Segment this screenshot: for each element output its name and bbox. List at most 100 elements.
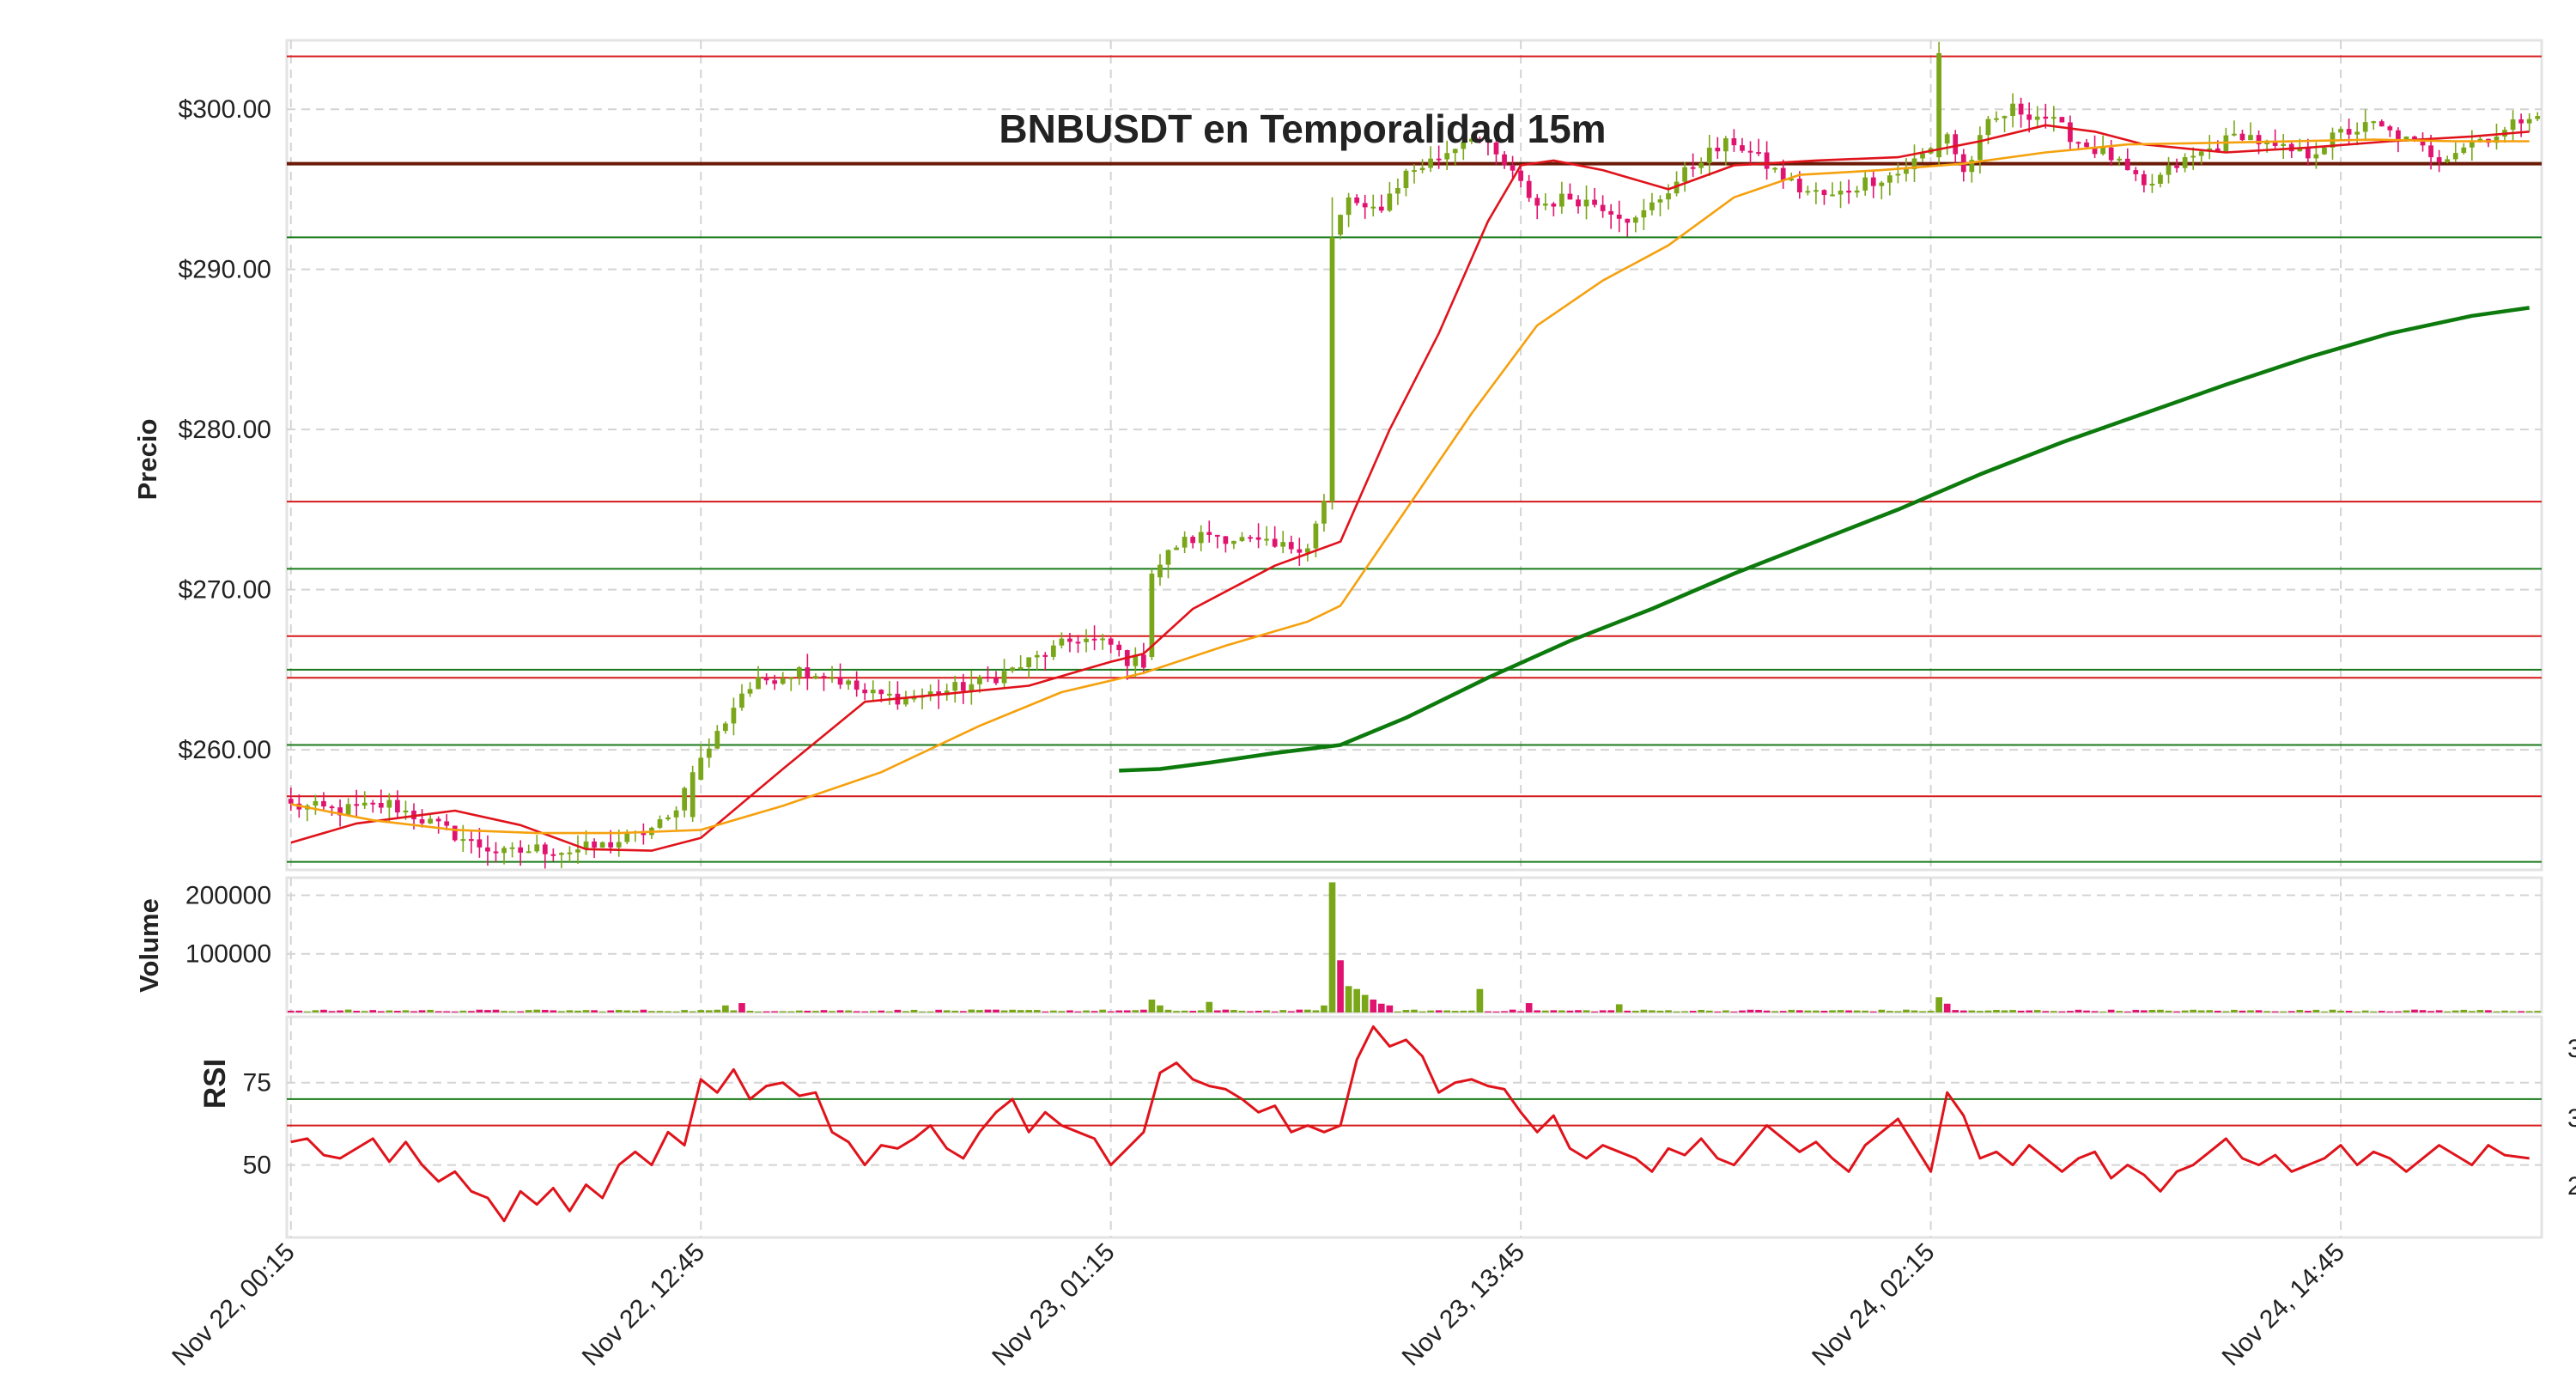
candle-body [1911,158,1917,170]
volume-bar [640,1009,647,1012]
volume-bar [1140,1009,1147,1012]
volume-bar [2255,1010,2263,1012]
volume-bar [1959,1010,1967,1012]
volume-bar [1755,1009,1762,1012]
candle-body [575,849,580,853]
candle-body [1895,173,1901,176]
volume-bar [2026,1010,2033,1012]
candle-body [1223,536,1229,544]
candle-body [1346,197,1352,216]
candle-body [1452,149,1458,154]
candle-body [1461,141,1467,149]
candle-body [756,677,761,690]
volume-bar [1894,1011,1902,1012]
volume-bar [1681,1011,1688,1012]
candle-body [862,690,868,694]
candle-body [1395,188,1400,194]
candle-body [321,800,326,807]
rsi-right-tick-label: 30 [2567,1104,2576,1133]
volume-bar [959,1011,967,1012]
candle-body [854,680,860,690]
volume-bar [558,1011,565,1012]
volume-bar [1977,1011,1984,1012]
volume-bar [836,1010,844,1012]
candle-body [2272,140,2278,146]
candle-body [1403,170,1409,189]
candle-body [1042,654,1048,657]
candle-body [1649,202,1655,210]
volume-bar [541,1009,549,1012]
candle-body [1559,193,1564,207]
volume-bar [804,1010,811,1012]
candle-body [1001,671,1007,684]
candle-body [1756,152,1761,155]
volume-bar [2345,1011,2353,1012]
volume-bar [2050,1011,2057,1012]
volume-bar [1287,1011,1295,1012]
candle-body [698,757,704,780]
candle-body [2182,157,2188,168]
candle-body [1412,170,1417,173]
volume-bar [910,1009,918,1012]
candle-body [2305,147,2311,159]
candle-body [1616,214,1622,219]
candle-body [2371,121,2377,124]
candle-body [2420,140,2426,146]
volume-bar [287,1010,295,1012]
volume-bar [1788,1009,1795,1012]
candle-body [2232,133,2237,136]
volume-bar [1607,1010,1614,1012]
rsi-tick-label: 50 [243,1152,271,1180]
candle-body [1830,194,1835,197]
candle-body [1551,204,1557,207]
candle-body [1838,191,1844,195]
candle-body [1814,190,1819,192]
candle-body [706,748,712,758]
price-tick-label: $290.00 [179,256,271,284]
candle-body [1674,181,1680,194]
candle-body [2256,135,2262,145]
volume-bar [1804,1010,1812,1012]
volume-bar [2378,1011,2385,1012]
candle-body [2050,117,2057,119]
candle-body [1493,142,1499,155]
candle-body [1239,537,1245,541]
candle-body [1805,191,1811,193]
volume-bar [1017,1010,1024,1012]
candle-body [747,689,753,694]
candle-body [2158,174,2163,184]
candle-body [526,851,532,854]
candle-body [1632,217,1638,223]
candle-body [1297,549,1303,553]
volume-bar [746,1011,754,1012]
volume-bar [1649,1010,1656,1012]
candle-body [559,853,564,855]
volume-bar [1402,1010,1410,1012]
candle-body [460,839,466,842]
candle-body [788,677,794,679]
candle-body [1772,167,1778,170]
candle-body [1149,574,1155,657]
candle-body [903,697,908,705]
candle-body [403,810,409,813]
volume-bar [820,1010,828,1012]
candle-body [1534,198,1540,206]
volume-bar [1739,1010,1746,1012]
candle-body [1075,641,1081,644]
volume-bar [1632,1010,1639,1012]
candle-body [2362,122,2368,132]
support-resistance-lines [287,55,2542,863]
candle-body [780,678,786,684]
candle-body [1165,550,1171,565]
candle-body [1969,160,1975,173]
candle-body [1657,199,1663,203]
candle-body [428,818,433,824]
volume-bar [1361,994,1369,1012]
price-axis-label: Precio [132,419,162,501]
candle-body [813,676,818,679]
volume-bar [1279,1010,1287,1012]
candle-body [2059,117,2065,123]
volume-bar [2001,1010,2008,1012]
volume-bar [1911,1010,1918,1012]
candle-body [2436,157,2442,162]
